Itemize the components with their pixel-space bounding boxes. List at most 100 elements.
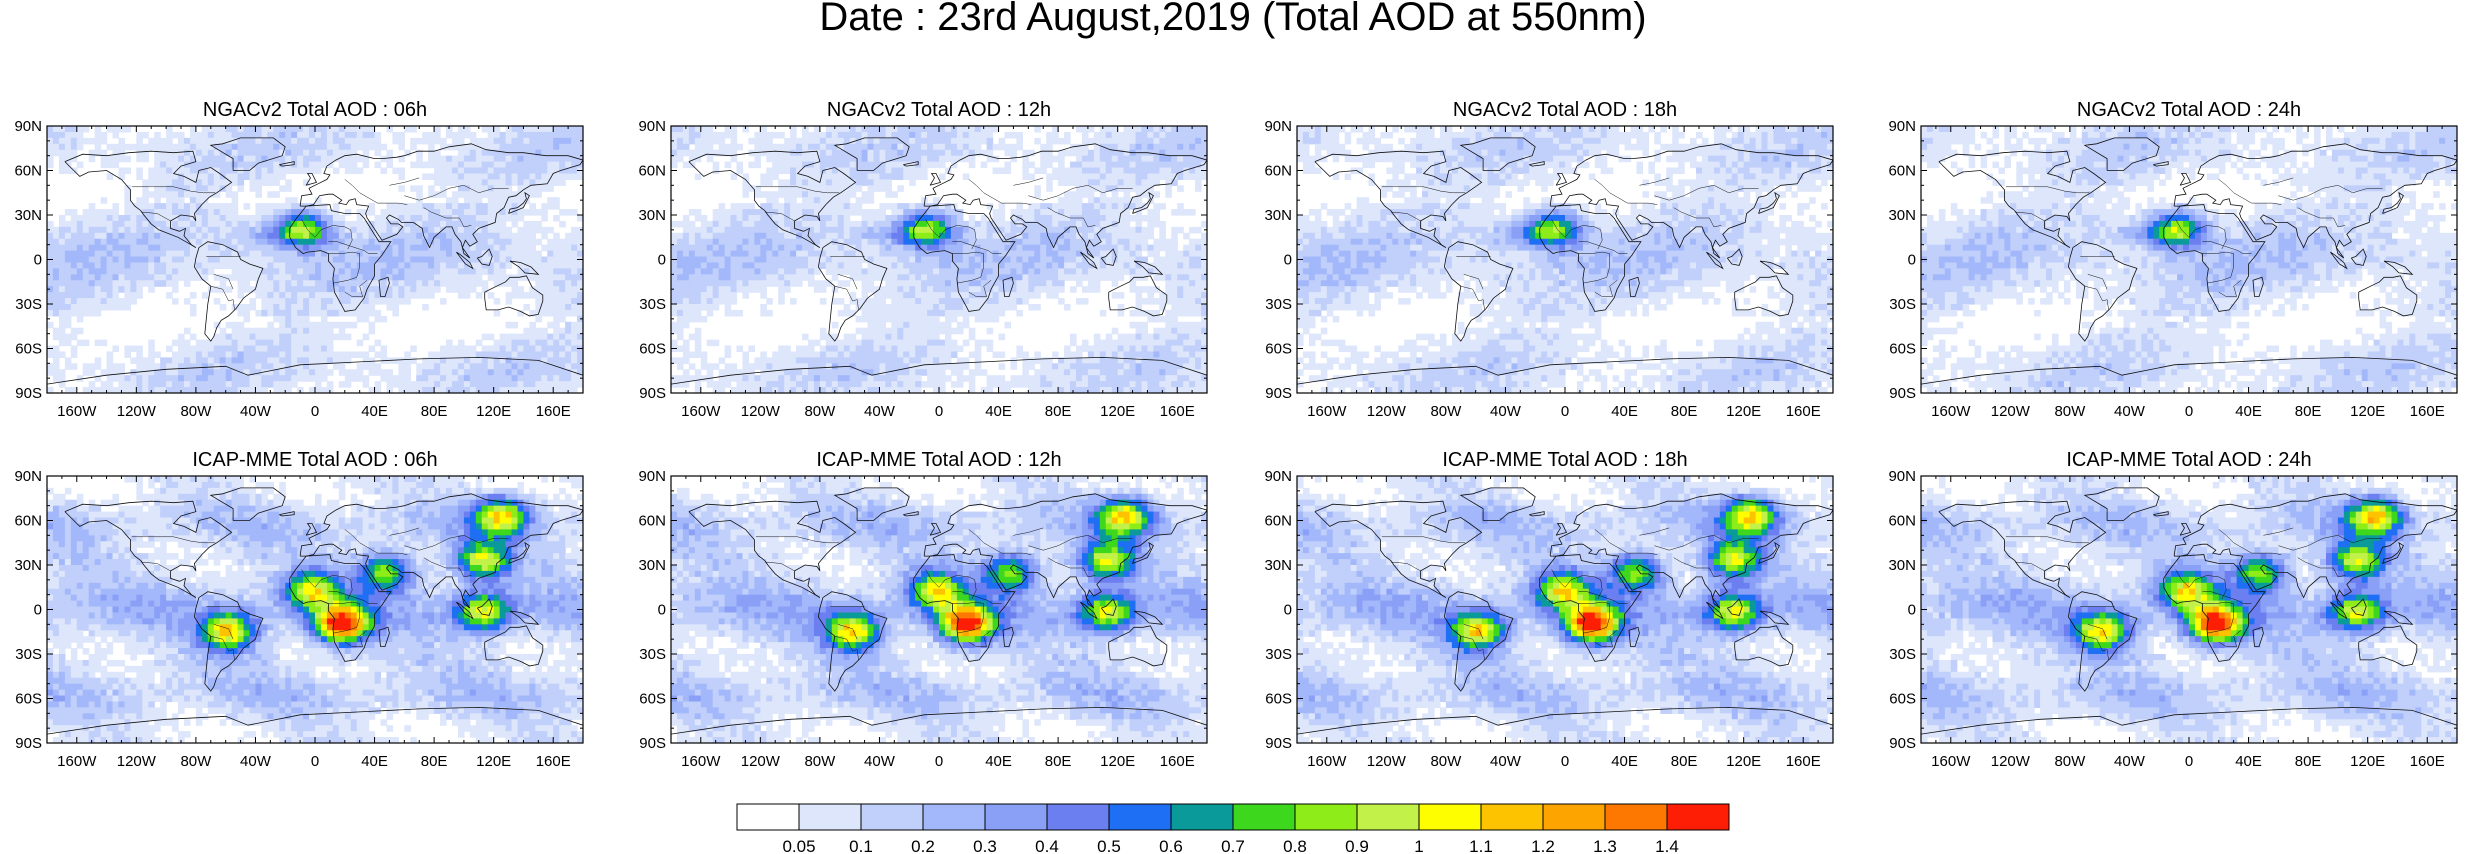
lat-tick-label: 90S: [639, 735, 666, 752]
lat-tick-label: 0: [1284, 252, 1292, 269]
figure-title: Date : 23rd August,2019 (Total AOD at 55…: [819, 0, 1646, 39]
lon-tick-label: 0: [935, 753, 943, 770]
map-panel-r0c3: NGACv2 Total AOD : 24h 90N 60N 30N 0 30S 60S 90…: [1888, 99, 2458, 420]
panel-title: NGACv2 Total AOD : 12h: [827, 99, 1051, 121]
lon-tick-label: 160E: [1160, 753, 1195, 770]
lat-tick-label: 60S: [15, 691, 42, 708]
lon-tick-label: 160E: [536, 753, 571, 770]
lon-tick-label: 160W: [1931, 753, 1971, 770]
lat-tick-label: 0: [1284, 602, 1292, 619]
colorbar-swatch: [1108, 803, 1172, 831]
colorbar-label: 0.8: [1283, 837, 1307, 854]
colorbar-swatch: [922, 803, 986, 831]
lon-tick-label: 80W: [1430, 403, 1462, 420]
lon-tick-label: 80W: [2054, 753, 2086, 770]
colorbar-label: 0.05: [782, 837, 815, 854]
lat-tick-label: 0: [34, 602, 42, 619]
lat-tick-label: 60S: [639, 341, 666, 358]
lat-tick-label: 90S: [15, 735, 42, 752]
lat-tick-label: 0: [34, 252, 42, 269]
colorbar-swatch: [860, 803, 924, 831]
lon-tick-label: 160W: [57, 403, 97, 420]
panel-title: ICAP-MME Total AOD : 24h: [2066, 449, 2311, 471]
lon-tick-label: 160W: [1931, 403, 1971, 420]
lat-tick-label: 0: [1908, 602, 1916, 619]
lon-tick-label: 80E: [2295, 753, 2322, 770]
colorbar-swatch: [1604, 803, 1668, 831]
lon-tick-label: 80W: [180, 753, 212, 770]
lon-tick-label: 160E: [1786, 753, 1821, 770]
map-panel-r0c2: NGACv2 Total AOD : 18h 90N 60N 30N 0 30S 60S 90…: [1264, 99, 1834, 420]
lon-tick-label: 80E: [1671, 753, 1698, 770]
lat-tick-label: 60S: [1265, 341, 1292, 358]
colorbar-swatch: [798, 803, 862, 831]
lat-tick-label: 60N: [638, 513, 666, 530]
lon-tick-label: 160E: [1786, 403, 1821, 420]
lon-tick-label: 160W: [681, 753, 721, 770]
lon-tick-label: 120E: [1726, 753, 1761, 770]
colorbar-label: 1: [1414, 837, 1423, 854]
lon-tick-label: 80W: [180, 403, 212, 420]
lon-tick-label: 160W: [681, 403, 721, 420]
lon-tick-label: 40E: [2235, 403, 2262, 420]
colorbar-label: 0.5: [1097, 837, 1121, 854]
colorbar-label: 1.1: [1469, 837, 1493, 854]
map-panel-r0c0: NGACv2 Total AOD : 06h 90N 60N 30N 0 30S 60S 90…: [14, 99, 584, 420]
coastlines: [1297, 487, 1833, 735]
lon-tick-label: 80E: [421, 753, 448, 770]
lat-tick-label: 30S: [1889, 296, 1916, 313]
colorbar-label: 0.6: [1159, 837, 1183, 854]
lat-tick-label: 60N: [638, 163, 666, 180]
lat-tick-label: 60N: [1264, 163, 1292, 180]
colorbar-swatch: [1294, 803, 1358, 831]
lon-tick-label: 80W: [804, 753, 836, 770]
lon-tick-label: 40W: [240, 403, 272, 420]
panel-title: ICAP-MME Total AOD : 12h: [816, 449, 1061, 471]
aod-field: [1921, 126, 2457, 393]
lat-tick-label: 30N: [638, 557, 666, 574]
lon-tick-label: 0: [311, 753, 319, 770]
lat-tick-label: 0: [658, 252, 666, 269]
lat-tick-label: 90N: [14, 468, 42, 485]
colorbar-label: 0.2: [911, 837, 935, 854]
map-panel-r1c2: ICAP-MME Total AOD : 18h 90N 60N 30N 0 30S 60S…: [1264, 449, 1834, 770]
lon-tick-label: 120W: [117, 753, 157, 770]
lat-tick-label: 90N: [14, 118, 42, 135]
lon-tick-label: 80W: [2054, 403, 2086, 420]
lon-tick-label: 120W: [1367, 753, 1407, 770]
lon-tick-label: 120W: [117, 403, 157, 420]
colorbar-label: 0.3: [973, 837, 997, 854]
lon-tick-label: 120W: [1991, 403, 2031, 420]
lon-tick-label: 160E: [1160, 403, 1195, 420]
lon-tick-label: 120E: [1100, 753, 1135, 770]
lat-tick-label: 60S: [1889, 341, 1916, 358]
lon-tick-label: 0: [2185, 753, 2193, 770]
lon-tick-label: 120E: [2350, 753, 2385, 770]
lon-tick-label: 40W: [1490, 753, 1522, 770]
colorbar-swatch: [1046, 803, 1110, 831]
lon-tick-label: 120E: [476, 403, 511, 420]
panel-title: ICAP-MME Total AOD : 18h: [1442, 449, 1687, 471]
lat-tick-label: 30S: [639, 646, 666, 663]
lat-tick-label: 60S: [1889, 691, 1916, 708]
colorbar-swatch: [1542, 803, 1606, 831]
lon-tick-label: 120E: [1726, 403, 1761, 420]
lon-tick-label: 80E: [2295, 403, 2322, 420]
lon-tick-label: 80E: [421, 403, 448, 420]
lon-tick-label: 160W: [1307, 403, 1347, 420]
lon-tick-label: 40E: [361, 403, 388, 420]
colorbar-label: 0.4: [1035, 837, 1059, 854]
colorbar-swatch: [1232, 803, 1296, 831]
aod-field: [1297, 476, 1833, 743]
lat-tick-label: 30S: [1265, 296, 1292, 313]
lat-tick-label: 30N: [638, 207, 666, 224]
lat-tick-label: 90S: [1265, 735, 1292, 752]
lon-tick-label: 120E: [1100, 403, 1135, 420]
lat-tick-label: 30S: [15, 646, 42, 663]
panel-title: NGACv2 Total AOD : 18h: [1453, 99, 1677, 121]
coastlines: [1921, 487, 2457, 735]
colorbar-swatch: [1480, 803, 1544, 831]
lat-tick-label: 60N: [14, 513, 42, 530]
lon-tick-label: 0: [311, 403, 319, 420]
